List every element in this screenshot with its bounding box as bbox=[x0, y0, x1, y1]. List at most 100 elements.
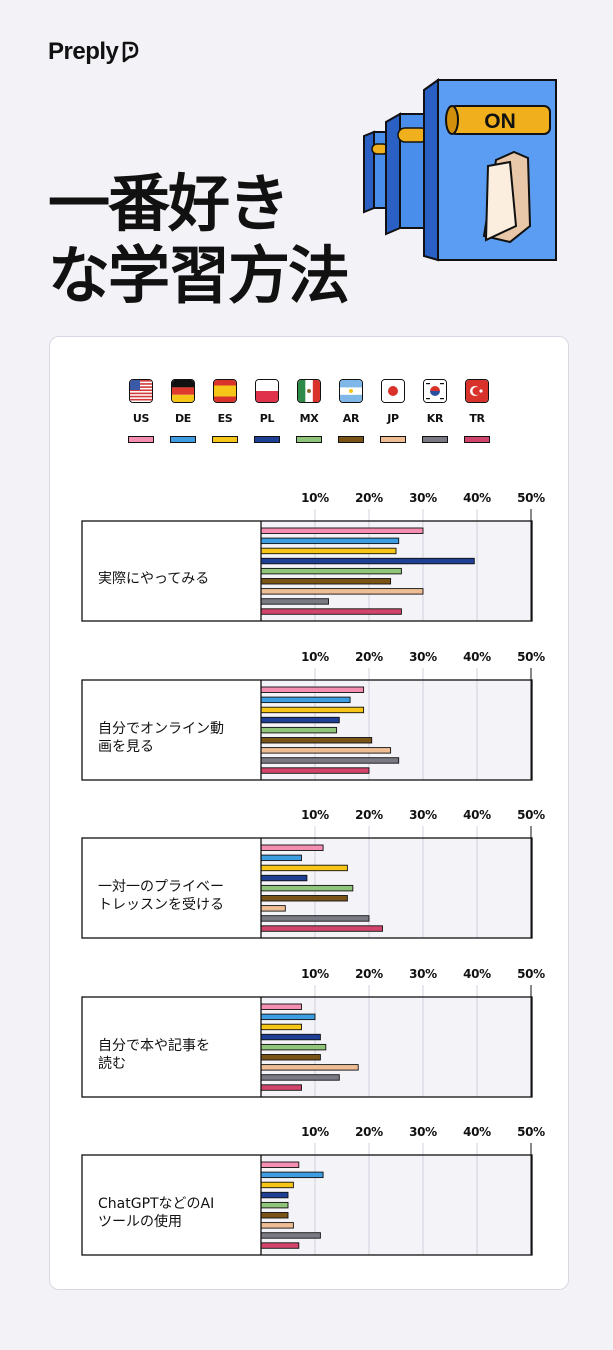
tick-label: 40% bbox=[463, 808, 491, 822]
tick-label: 40% bbox=[463, 966, 491, 981]
group-label-line: トレッスンを受ける bbox=[98, 897, 224, 913]
legend-item-kr: KR bbox=[415, 379, 455, 443]
bar-de bbox=[260, 696, 351, 703]
tick-label: 10% bbox=[301, 1125, 329, 1139]
chart-frame bbox=[81, 995, 533, 1098]
bar-es bbox=[260, 1023, 302, 1030]
bar-mx bbox=[260, 567, 402, 575]
tick-label: 30% bbox=[409, 966, 437, 981]
switch-front-icon bbox=[423, 78, 557, 262]
bar-us bbox=[260, 686, 365, 693]
bar-pl bbox=[260, 1033, 321, 1040]
chart-svg bbox=[81, 1143, 533, 1256]
bar-mx bbox=[260, 726, 338, 733]
tick-label: 10% bbox=[301, 649, 329, 664]
title-line-1: 一番好き bbox=[48, 167, 290, 240]
chart-group-1: 10% 20% 30% 40% 50% 実際にやってみる bbox=[50, 491, 568, 631]
tick-label: 50% bbox=[517, 966, 545, 981]
bar-es bbox=[260, 547, 397, 555]
brand-logo: Preply bbox=[48, 38, 142, 66]
bar-ar bbox=[260, 895, 348, 902]
bar-tr bbox=[260, 608, 402, 615]
tick-label: 30% bbox=[409, 1125, 437, 1139]
legend-swatch bbox=[254, 436, 280, 443]
bar-jp bbox=[260, 746, 392, 754]
bar-de bbox=[260, 537, 400, 545]
group-label: ChatGPTなどのAI ツールの使用 bbox=[98, 1163, 246, 1263]
legend-item-tr: TR bbox=[457, 379, 497, 443]
flag-kr-icon bbox=[423, 379, 447, 403]
legend-swatch bbox=[338, 436, 364, 443]
legend-swatch bbox=[464, 436, 490, 443]
tick-label: 40% bbox=[463, 1125, 491, 1139]
bar-jp bbox=[260, 1222, 294, 1229]
tick-label: 40% bbox=[463, 649, 491, 664]
chart-frame bbox=[81, 520, 533, 622]
group-label: 実際にやってみる bbox=[98, 529, 246, 629]
bar-de bbox=[260, 1013, 316, 1020]
tick-label: 50% bbox=[517, 1125, 545, 1139]
switch-on-label: ON bbox=[484, 110, 516, 133]
bar-kr bbox=[260, 756, 400, 764]
tick-label: 10% bbox=[301, 491, 329, 505]
bar-ar bbox=[260, 1053, 321, 1060]
legend-swatch bbox=[296, 436, 322, 443]
group-label-line: ChatGPTなどのAI bbox=[98, 1196, 215, 1212]
bar-pl bbox=[260, 716, 340, 723]
group-label-line: 自分でオンライン動 bbox=[98, 720, 224, 737]
flag-ar-icon bbox=[339, 379, 363, 403]
bar-es bbox=[260, 706, 365, 713]
tick-label: 50% bbox=[517, 649, 545, 664]
bar-kr bbox=[260, 1232, 321, 1239]
bar-jp bbox=[260, 588, 424, 595]
group-label: 自分でオンライン動 画を見る bbox=[98, 688, 246, 788]
flag-tr-icon bbox=[465, 379, 489, 403]
flag-jp-icon bbox=[381, 379, 405, 403]
tick-label: 20% bbox=[355, 491, 383, 505]
flag-us-icon bbox=[129, 379, 153, 403]
legend-label: PL bbox=[259, 412, 275, 425]
chart-frame bbox=[81, 837, 533, 939]
bar-mx bbox=[260, 884, 354, 892]
group-label-line: 画を見る bbox=[98, 738, 154, 755]
chart-group-3: 10% 20% 30% 40% 50% 一対一のプライベー トレッスンを受ける bbox=[50, 808, 568, 948]
group-label-line: 一対一のプライベー bbox=[98, 879, 224, 895]
bar-us bbox=[260, 844, 324, 851]
legend-swatch bbox=[170, 436, 196, 443]
tick-label: 30% bbox=[409, 649, 437, 664]
bar-es bbox=[260, 864, 348, 872]
legend-item-pl: PL bbox=[247, 379, 287, 443]
legend-label: US bbox=[132, 412, 150, 425]
bar-mx bbox=[260, 1201, 289, 1209]
preply-heart-icon bbox=[123, 41, 139, 63]
chart-legend: US DE ES PL MX AR JP KR TR bbox=[50, 379, 568, 459]
bar-us bbox=[260, 527, 424, 534]
bar-ar bbox=[260, 736, 373, 743]
tick-label: 10% bbox=[301, 808, 329, 822]
bar-tr bbox=[260, 925, 383, 932]
bar-tr bbox=[260, 1242, 300, 1249]
chart-frame bbox=[81, 1154, 533, 1256]
chart-svg bbox=[81, 984, 533, 1098]
group-label-line: 自分で本や記事を bbox=[98, 1037, 210, 1054]
plot-area bbox=[261, 1155, 532, 1255]
legend-label: MX bbox=[299, 412, 319, 425]
tick-label: 20% bbox=[355, 808, 383, 822]
bar-kr bbox=[260, 915, 370, 922]
legend-label: AR bbox=[342, 412, 360, 425]
tick-label: 20% bbox=[355, 966, 383, 981]
group-label: 自分で本や記事を 読む bbox=[98, 1005, 246, 1105]
legend-label: KR bbox=[426, 412, 444, 425]
bar-us bbox=[260, 1003, 302, 1010]
bar-de bbox=[260, 854, 302, 862]
chart-card: US DE ES PL MX AR JP KR TR 10% 20% 30% 40% 50% 実際にやって… bbox=[49, 336, 569, 1290]
on-switch-illustration: ON bbox=[363, 78, 557, 262]
legend-item-us: US bbox=[121, 379, 161, 443]
bar-kr bbox=[260, 598, 329, 605]
chart-svg bbox=[81, 826, 533, 939]
legend-label: ES bbox=[217, 412, 233, 425]
bar-es bbox=[260, 1181, 294, 1189]
bar-de bbox=[260, 1171, 324, 1179]
tick-label: 30% bbox=[409, 491, 437, 505]
flag-es-icon bbox=[213, 379, 237, 403]
